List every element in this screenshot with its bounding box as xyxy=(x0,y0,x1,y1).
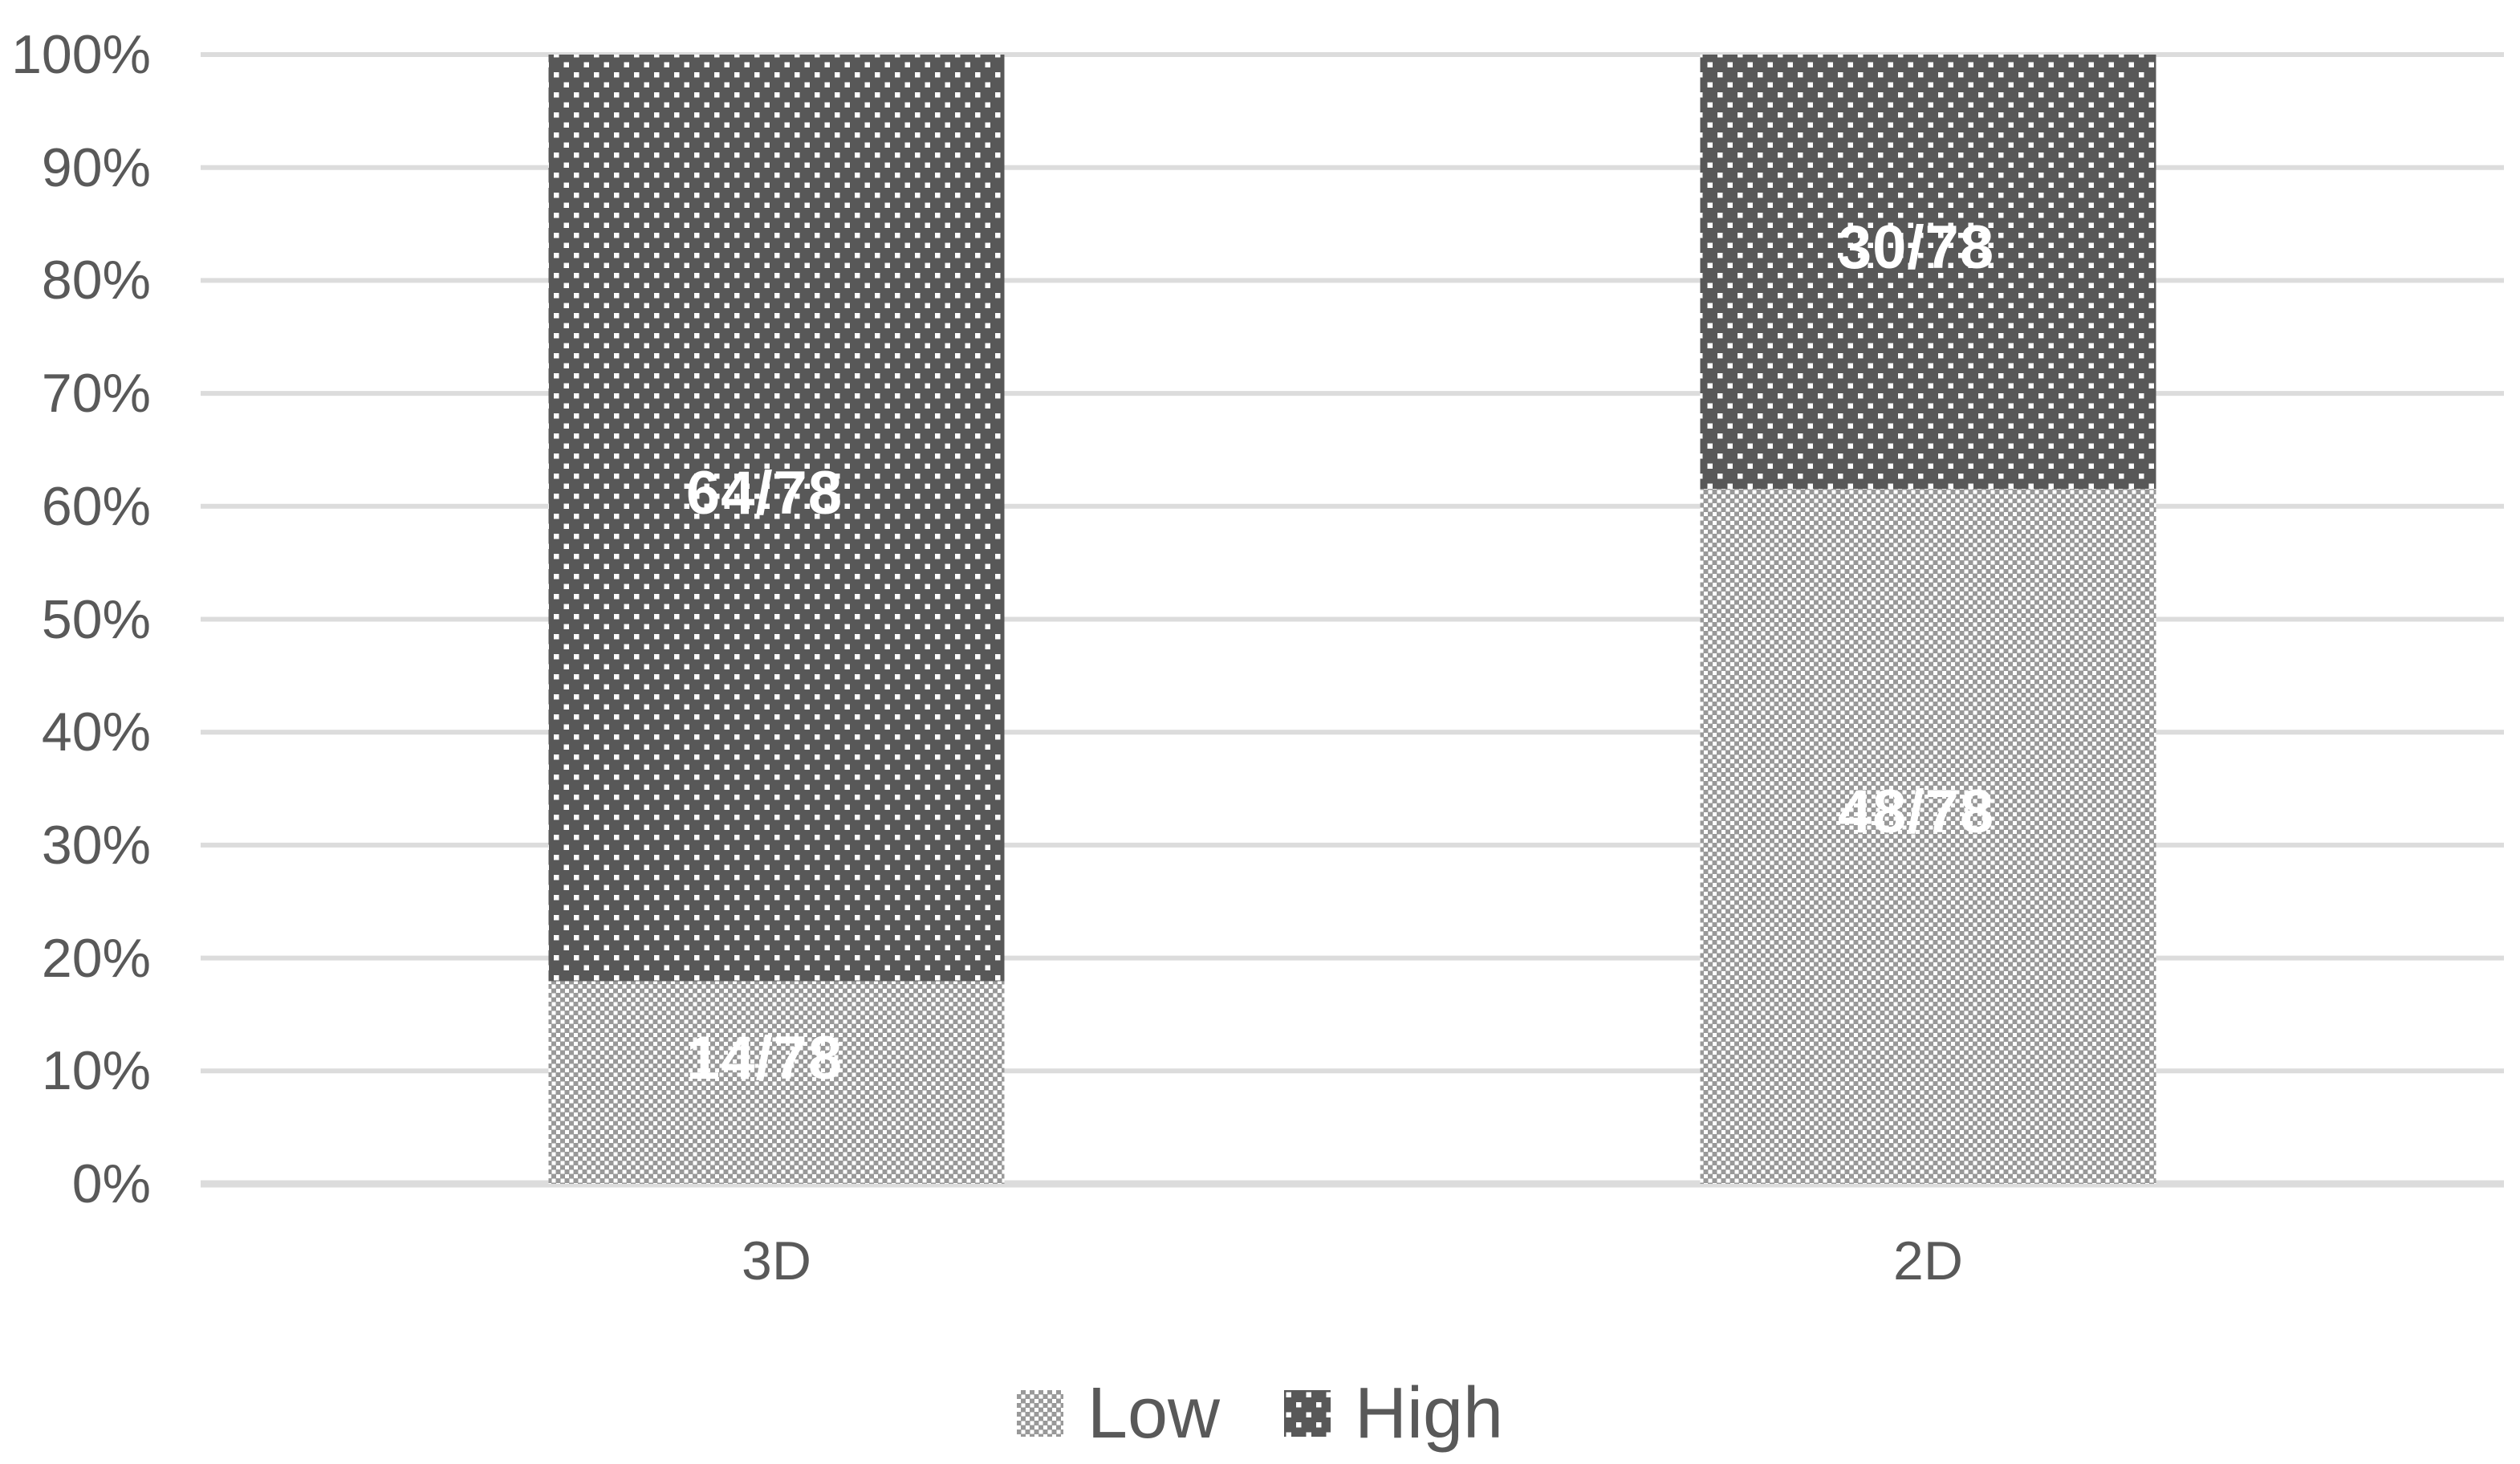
y-axis-tick-label: 90% xyxy=(41,136,151,198)
y-axis-tick-label: 0% xyxy=(71,1153,151,1214)
y-axis-tick-label: 70% xyxy=(41,363,151,425)
bars xyxy=(548,55,2156,1184)
y-axis-tick-label: 30% xyxy=(41,814,151,876)
y-axis-tick-label: 40% xyxy=(41,702,151,763)
y-axis-tick-label: 100% xyxy=(11,24,151,85)
y-axis-tick-label: 10% xyxy=(41,1040,151,1102)
legend: Low High xyxy=(0,1364,2520,1462)
legend-label-low: Low xyxy=(1087,1373,1220,1454)
legend-swatch-low-icon xyxy=(1016,1390,1063,1437)
bar-segment-high-3d xyxy=(548,55,1005,982)
bar-data-label: 30/78 xyxy=(1837,213,1995,282)
bar-data-label: 64/78 xyxy=(685,459,843,528)
legend-label-high: High xyxy=(1355,1373,1504,1454)
x-axis-category-label: 3D xyxy=(742,1230,811,1291)
x-axis-category-label: 2D xyxy=(1893,1230,1963,1291)
y-axis-tick-label: 60% xyxy=(41,475,151,537)
gridlines xyxy=(201,52,2504,1188)
y-axis-tick-label: 20% xyxy=(41,927,151,989)
legend-item-high: High xyxy=(1284,1373,1503,1454)
bar-data-label: 48/78 xyxy=(1837,778,1995,847)
legend-swatch-high-icon xyxy=(1284,1390,1331,1437)
y-axis-tick-label: 80% xyxy=(41,250,151,311)
y-axis-tick-label: 50% xyxy=(41,588,151,650)
bar-segment-low-3d xyxy=(548,981,1005,1184)
bar-segment-low-2d xyxy=(1700,489,2156,1184)
bar-segment-high-2d xyxy=(1700,55,2156,490)
legend-item-low: Low xyxy=(1016,1373,1220,1454)
bar-data-label: 14/78 xyxy=(685,1023,843,1092)
